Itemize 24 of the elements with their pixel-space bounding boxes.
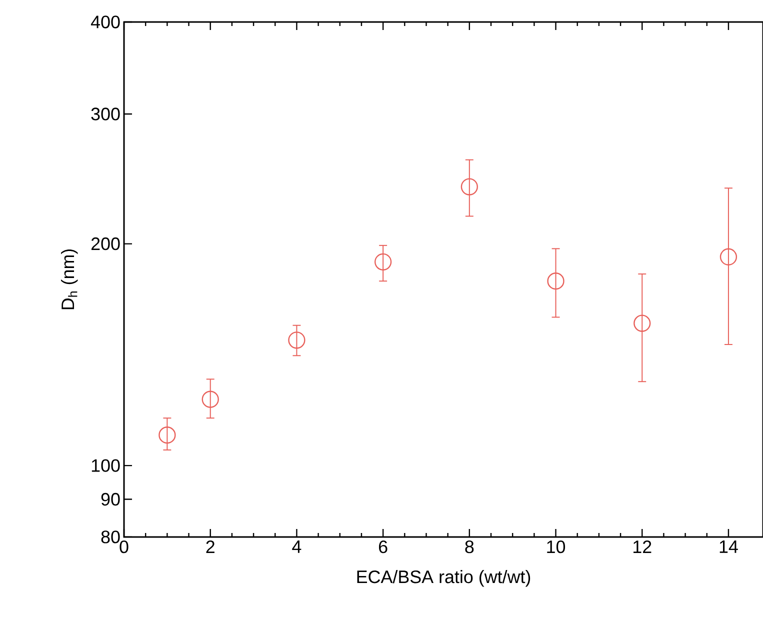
point xyxy=(547,272,564,290)
y-axis-title: D$_{h}$ (nm) xyxy=(61,249,78,310)
point xyxy=(158,426,176,444)
point xyxy=(460,178,478,196)
x-tick-label: 0 xyxy=(120,540,128,554)
x-tick-label: 2 xyxy=(206,540,214,554)
x-tick-label: 6 xyxy=(378,540,388,554)
x-tick-label: 8 xyxy=(465,540,474,554)
x-tick-label: 14 xyxy=(720,540,738,553)
point xyxy=(202,390,219,408)
y-tick-label: 200 xyxy=(91,237,120,250)
y-tick-label: 100 xyxy=(92,459,120,472)
x-tick-label: 4 xyxy=(292,540,302,553)
x-tick-label: 10 xyxy=(547,540,566,554)
y-tick-label: 400 xyxy=(90,16,120,28)
point xyxy=(634,314,651,332)
x-tick-label: 12 xyxy=(634,540,652,554)
point xyxy=(720,248,738,266)
y-tick-label: 80 xyxy=(101,530,120,544)
y-tick-label: 300 xyxy=(91,108,120,120)
y-tick-label: 90 xyxy=(101,492,120,506)
x-axis-title: ECA/BSA ratio (wt/wt) xyxy=(357,570,530,587)
point xyxy=(288,332,306,349)
point xyxy=(374,253,392,270)
